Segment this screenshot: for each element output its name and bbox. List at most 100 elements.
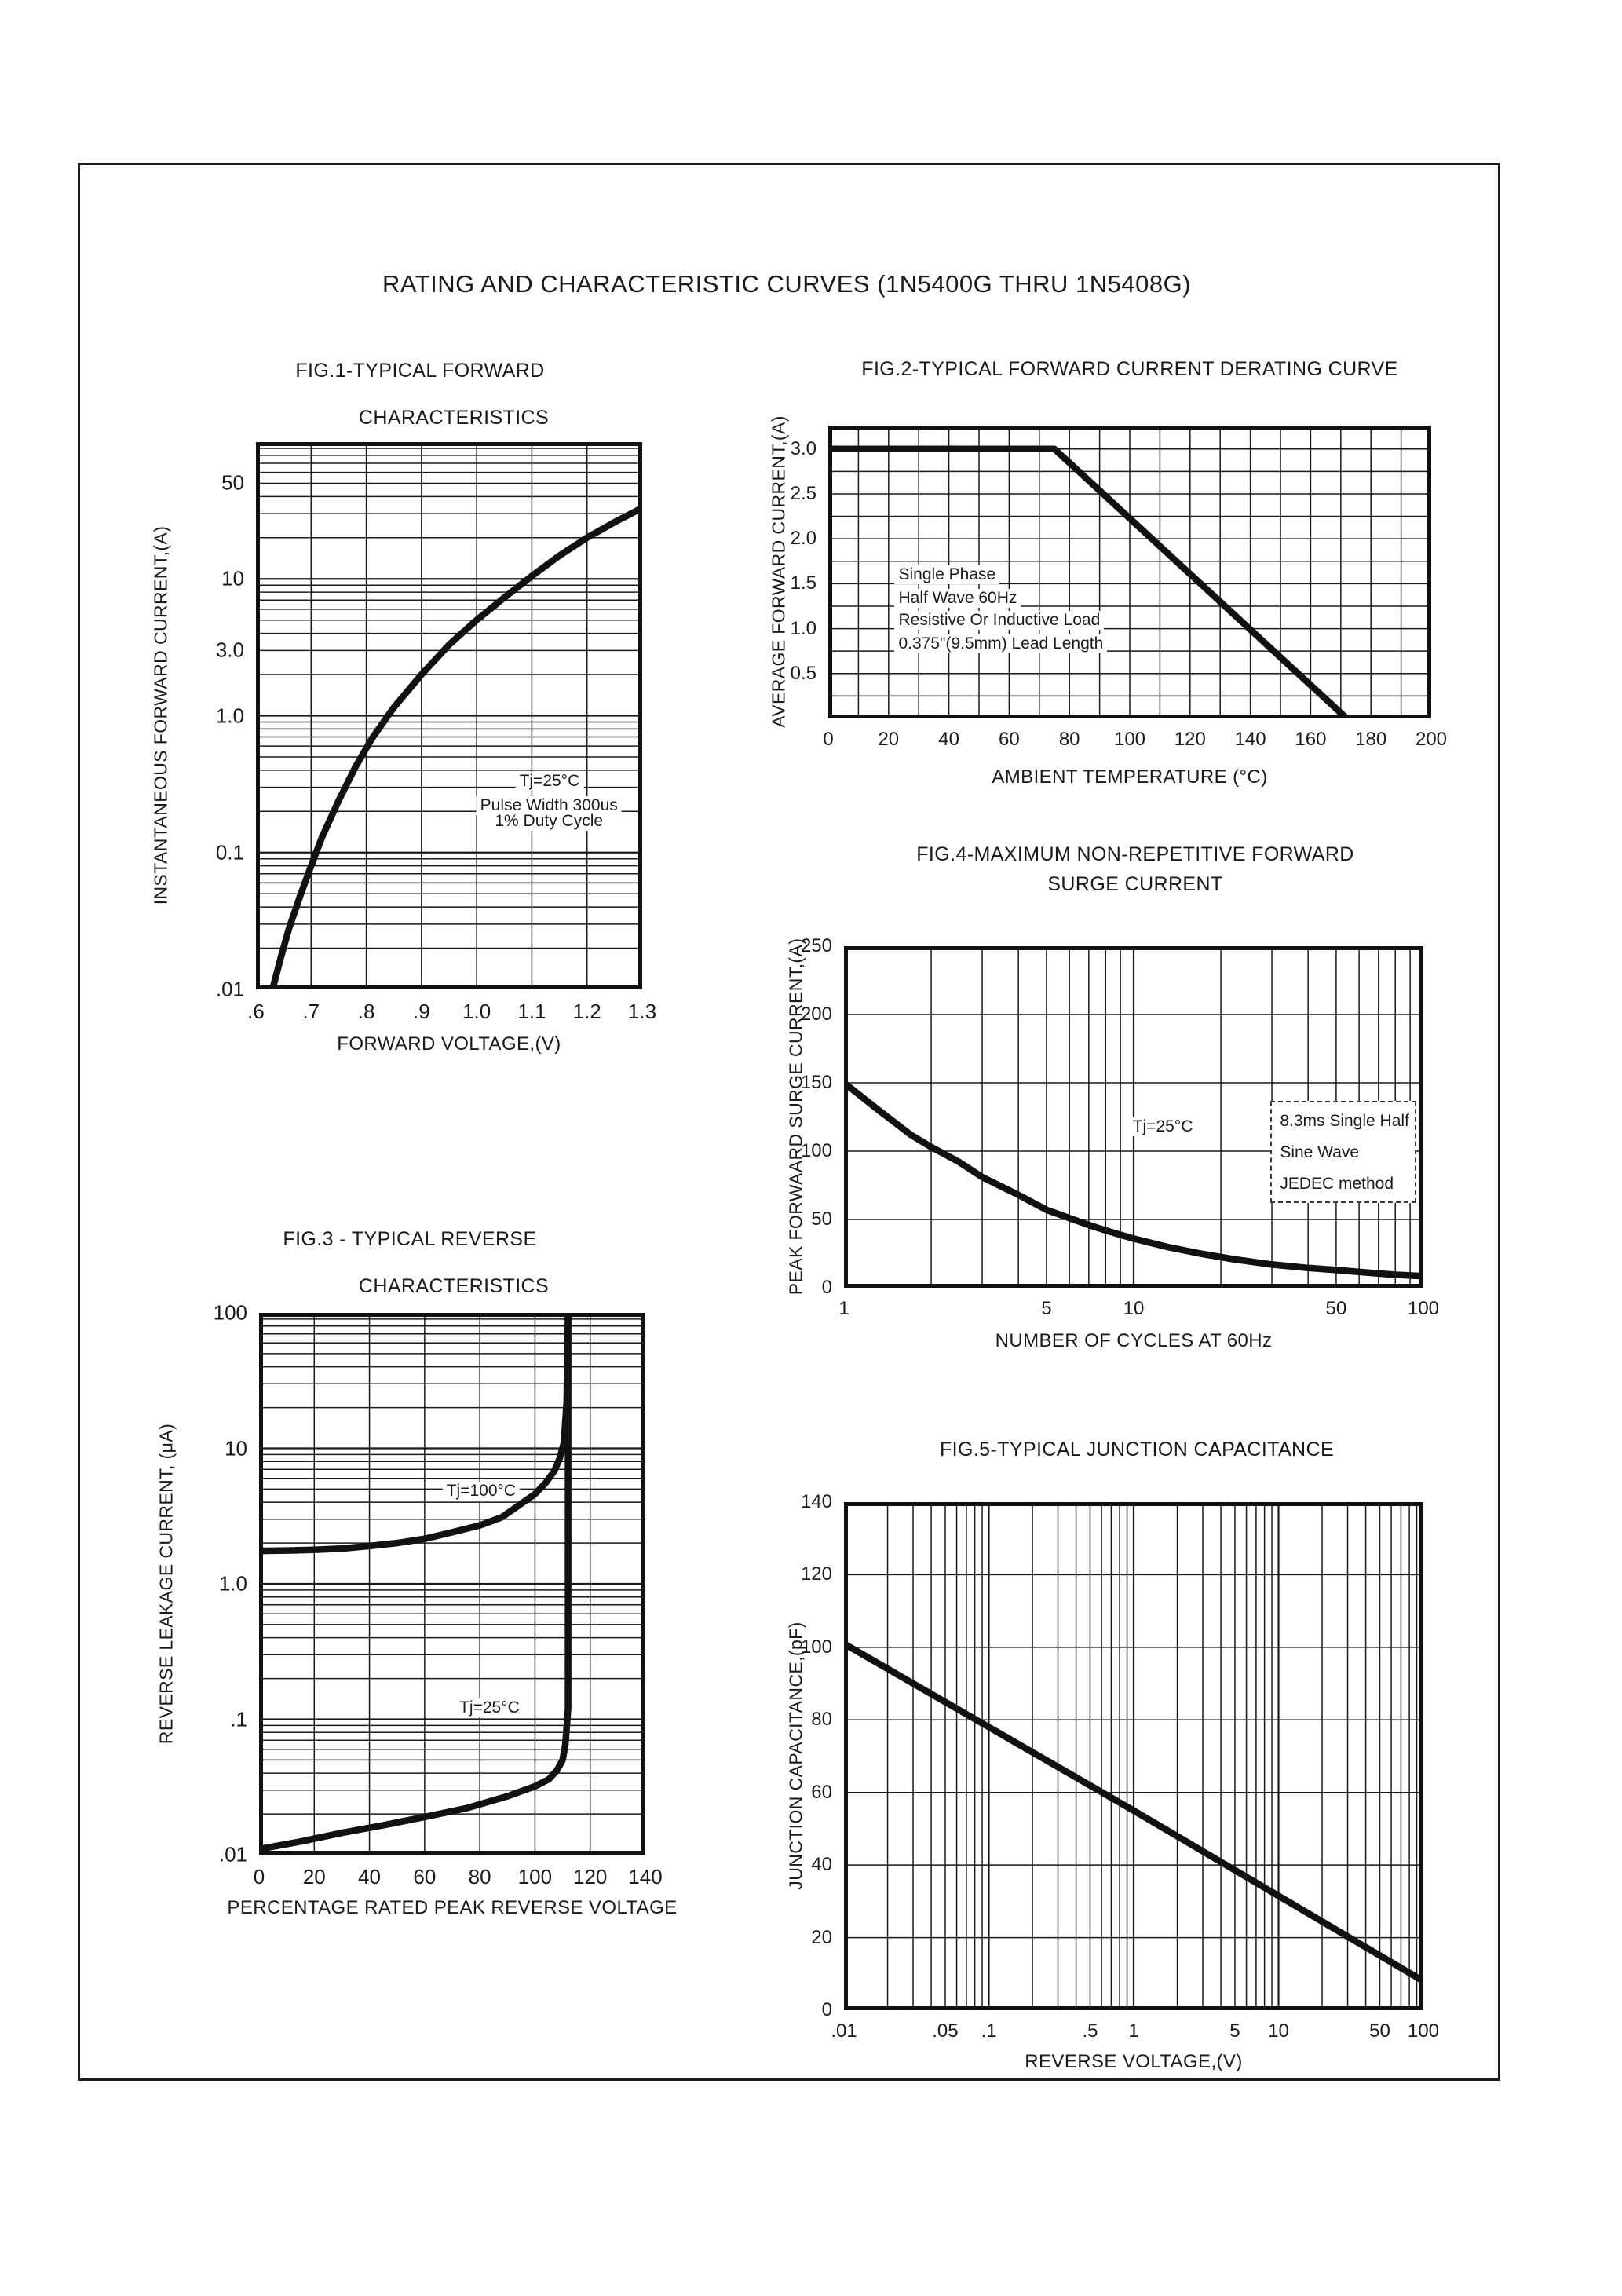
fig4-annotation: JEDEC method <box>1276 1174 1398 1194</box>
fig5-x-axis-label: REVERSE VOLTAGE,(V) <box>1025 2051 1243 2072</box>
fig3-curve-Tj=100°C <box>259 1313 572 1555</box>
fig2-x-tick-label: 100 <box>1113 729 1146 750</box>
fig5-x-tick-label: .1 <box>981 2020 997 2042</box>
fig5-curve-junction-capacitance <box>844 1640 1423 1985</box>
fig3-x-tick-label: 100 <box>517 1865 553 1888</box>
fig3-y-tick-label: .1 <box>230 1707 247 1731</box>
fig4-plot-border <box>844 946 1423 1288</box>
fig1-y-tick-label: .01 <box>215 977 244 1001</box>
fig2-x-tick-label: 60 <box>999 729 1020 750</box>
fig4-title-line2: SURGE CURRENT <box>1047 873 1223 895</box>
fig3-x-axis-label: PERCENTAGE RATED PEAK REVERSE VOLTAGE <box>227 1897 678 1918</box>
fig5-y-tick-label: 80 <box>811 1709 832 1731</box>
fig1-y-tick-label: 3.0 <box>215 638 244 662</box>
fig5-y-tick-label: 20 <box>811 1926 832 1948</box>
fig3-x-tick-label: 80 <box>468 1865 491 1888</box>
fig2-y-axis-label: AVERAGE FORWARD CURRENT,(A) <box>768 415 789 728</box>
fig2-plot-border <box>828 426 1431 718</box>
fig2-annotation: Resistive Or Inductive Load <box>894 611 1105 631</box>
fig3-x-tick-label: 40 <box>358 1865 382 1888</box>
fig2-y-tick-label: 2.0 <box>790 528 816 550</box>
fig2-annotation: Single Phase <box>894 565 1000 584</box>
fig1-y-tick-label: 0.1 <box>215 840 244 865</box>
fig5-x-tick-label: .5 <box>1082 2020 1098 2042</box>
fig4-y-tick-label: 0 <box>821 1277 832 1298</box>
fig5-x-tick-label: 100 <box>1407 2020 1440 2042</box>
fig5-y-tick-label: 60 <box>811 1781 832 1803</box>
fig2-curve-derating-curve <box>828 445 1350 718</box>
fig4-annotation: Tj=25°C <box>1128 1117 1197 1136</box>
fig5-y-tick-label: 120 <box>800 1563 832 1585</box>
fig5-y-tick-label: 100 <box>800 1636 832 1658</box>
fig4-x-axis-label: NUMBER OF CYCLES AT 60Hz <box>995 1330 1273 1351</box>
fig5-x-tick-label: 10 <box>1268 2020 1289 2042</box>
fig2-x-tick-label: 120 <box>1174 729 1206 750</box>
fig2-y-tick-label: 0.5 <box>790 662 816 684</box>
fig4-x-tick-label: 10 <box>1123 1298 1145 1319</box>
fig2-x-tick-label: 160 <box>1295 729 1327 750</box>
fig2-x-tick-label: 200 <box>1415 729 1448 750</box>
fig3-y-tick-label: 100 <box>213 1300 247 1325</box>
fig2-title: FIG.2-TYPICAL FORWARD CURRENT DERATING C… <box>861 358 1398 380</box>
fig3-plot-border <box>259 1313 645 1855</box>
fig3-annotation: Tj=100°C <box>442 1481 521 1501</box>
fig5-plot-area <box>844 1502 1423 2010</box>
fig1-annotation: 1% Duty Cycle <box>491 811 608 831</box>
fig2-x-tick-label: 180 <box>1355 729 1387 750</box>
fig3-y-tick-label: 1.0 <box>218 1571 247 1596</box>
fig3-title-line2: CHARACTERISTICS <box>358 1275 550 1297</box>
fig3-x-tick-label: 120 <box>573 1865 608 1888</box>
fig3-curve-Tj=25°C <box>259 1313 572 1853</box>
fig1-chart-svg <box>256 442 642 989</box>
fig1-x-axis-label: FORWARD VOLTAGE,(V) <box>337 1033 561 1055</box>
fig1-x-tick-label: 1.0 <box>462 1000 491 1023</box>
fig2-y-tick-label: 1.5 <box>790 572 816 594</box>
fig5-x-tick-label: 50 <box>1369 2020 1390 2042</box>
fig4-y-axis-label: PEAK FORWAARD SURGE CURRENT,(A) <box>785 938 806 1296</box>
fig3-chart-svg <box>259 1313 645 1855</box>
fig3-x-tick-label: 0 <box>253 1865 265 1888</box>
fig4-annotation: 8.3ms Single Half <box>1276 1111 1413 1131</box>
fig5-chart-svg <box>844 1502 1423 2010</box>
fig1-x-tick-label: .9 <box>413 1000 430 1023</box>
fig5-title: FIG.5-TYPICAL JUNCTION CAPACITANCE <box>939 1439 1335 1461</box>
fig3-plot-area <box>259 1313 645 1855</box>
fig3-annotation: Tj=25°C <box>455 1698 524 1717</box>
page-title: RATING AND CHARACTERISTIC CURVES (1N5400… <box>382 270 1192 298</box>
fig2-plot-area <box>828 426 1431 718</box>
fig4-x-tick-label: 5 <box>1041 1298 1052 1319</box>
fig1-x-tick-label: 1.1 <box>517 1000 546 1023</box>
fig1-annotation: Tj=25°C <box>515 772 584 792</box>
fig1-y-tick-label: 1.0 <box>215 704 244 727</box>
fig5-x-tick-label: .05 <box>932 2020 959 2042</box>
fig5-y-axis-label: JUNCTION CAPACITANCE,(pF) <box>785 1621 806 1890</box>
fig4-title-line1: FIG.4-MAXIMUM NON-REPETITIVE FORWARD <box>916 843 1354 865</box>
fig5-y-tick-label: 0 <box>821 1999 832 2020</box>
fig1-x-tick-label: 1.2 <box>572 1000 601 1023</box>
fig5-x-tick-label: 1 <box>1128 2020 1139 2042</box>
fig2-annotation: 0.375"(9.5mm) Lead Length <box>894 634 1108 654</box>
fig4-x-tick-label: 100 <box>1407 1298 1440 1319</box>
fig4-x-tick-label: 50 <box>1325 1298 1347 1319</box>
fig2-x-tick-label: 20 <box>878 729 900 750</box>
fig2-x-tick-label: 0 <box>823 729 834 750</box>
fig1-y-tick-label: 50 <box>221 470 244 495</box>
fig3-title-line1: FIG.3 - TYPICAL REVERSE <box>283 1228 537 1250</box>
fig5-x-tick-label: 5 <box>1229 2020 1240 2042</box>
fig5-y-tick-label: 140 <box>800 1491 832 1512</box>
fig5-x-tick-label: .01 <box>831 2020 857 2042</box>
fig2-x-axis-label: AMBIENT TEMPERATURE (°C) <box>992 766 1268 788</box>
fig3-y-tick-label: 10 <box>225 1436 247 1460</box>
fig1-curve-forward-characteristic <box>269 504 642 989</box>
fig3-x-tick-label: 60 <box>413 1865 437 1888</box>
fig4-chart-svg <box>844 946 1423 1288</box>
fig5-plot-border <box>844 1502 1423 2010</box>
fig2-y-tick-label: 3.0 <box>790 437 816 459</box>
fig3-y-axis-label: REVERSE LEAKAGE CURRENT, (μA) <box>155 1423 177 1745</box>
fig1-plot-area <box>256 442 642 989</box>
fig4-curve-surge-current <box>844 1079 1423 1280</box>
fig2-x-tick-label: 80 <box>1058 729 1080 750</box>
fig4-x-tick-label: 1 <box>838 1298 849 1319</box>
fig4-y-tick-label: 200 <box>800 1004 832 1025</box>
